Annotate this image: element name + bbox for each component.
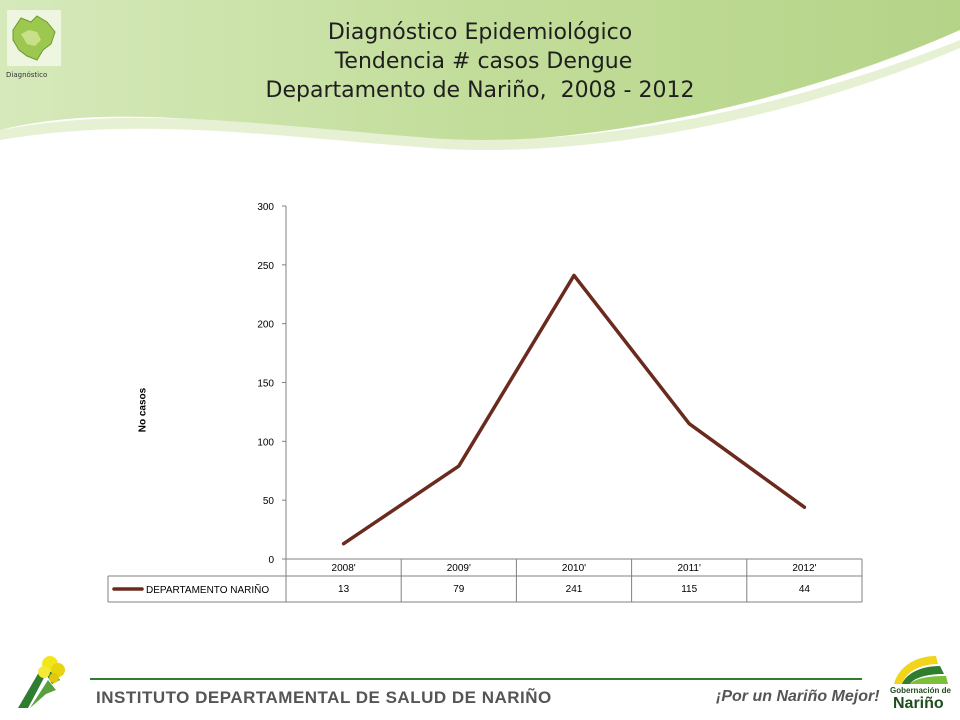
line-chart: 0 50 100 150 200 250 300 2008' 2009' 2010' 2011' 20… xyxy=(107,202,863,603)
legend-label: DEPARTAMENTO NARIÑO xyxy=(146,583,269,596)
title-line-2: Tendencia # casos Dengue xyxy=(327,49,633,74)
y-tick-label: 300 xyxy=(257,202,274,213)
data-table-value: 115 xyxy=(681,584,697,595)
footer-divider xyxy=(90,678,862,680)
institute-flower-logo xyxy=(18,656,65,708)
institute-name: INSTITUTO DEPARTAMENTAL DE SALUD DE NARI… xyxy=(96,688,552,707)
title-line-1: Diagnóstico Epidemiológico xyxy=(327,20,633,45)
data-table-value: 13 xyxy=(338,584,350,595)
page-title: Diagnóstico Epidemiológico Tendencia # c… xyxy=(150,18,810,105)
data-point xyxy=(342,542,346,546)
data-table-value: 241 xyxy=(566,584,583,595)
data-point xyxy=(572,273,576,277)
y-tick-label: 250 xyxy=(257,261,274,272)
data-table-value: 44 xyxy=(799,584,811,595)
y-tick-label: 200 xyxy=(257,320,274,331)
y-tick-label: 150 xyxy=(257,379,274,390)
data-table-value: 79 xyxy=(453,584,465,595)
x-tick-label: 2010' xyxy=(562,563,586,574)
x-tick-label: 2009' xyxy=(447,563,471,574)
gobernacion-logo xyxy=(894,656,948,684)
footer-slogan: ¡Por un Nariño Mejor! xyxy=(716,688,880,705)
logo-caption: Diagnóstico xyxy=(6,71,48,79)
gobernacion-name: Nariño xyxy=(893,695,944,712)
series-line xyxy=(341,273,807,546)
y-tick-label: 0 xyxy=(268,555,274,566)
y-tick-label: 50 xyxy=(263,496,275,507)
data-point xyxy=(687,422,691,426)
x-tick-label: 2008' xyxy=(332,563,356,574)
x-tick-label: 2012' xyxy=(792,563,816,574)
title-line-3: Departamento de Nariño, 2008 - 2012 xyxy=(265,78,695,103)
data-point xyxy=(457,464,461,468)
department-map-logo xyxy=(7,10,61,66)
data-point xyxy=(802,505,806,509)
y-tick-label: 100 xyxy=(257,437,274,448)
gobernacion-label: Gobernación de xyxy=(890,686,951,695)
x-tick-label: 2011' xyxy=(677,563,701,574)
